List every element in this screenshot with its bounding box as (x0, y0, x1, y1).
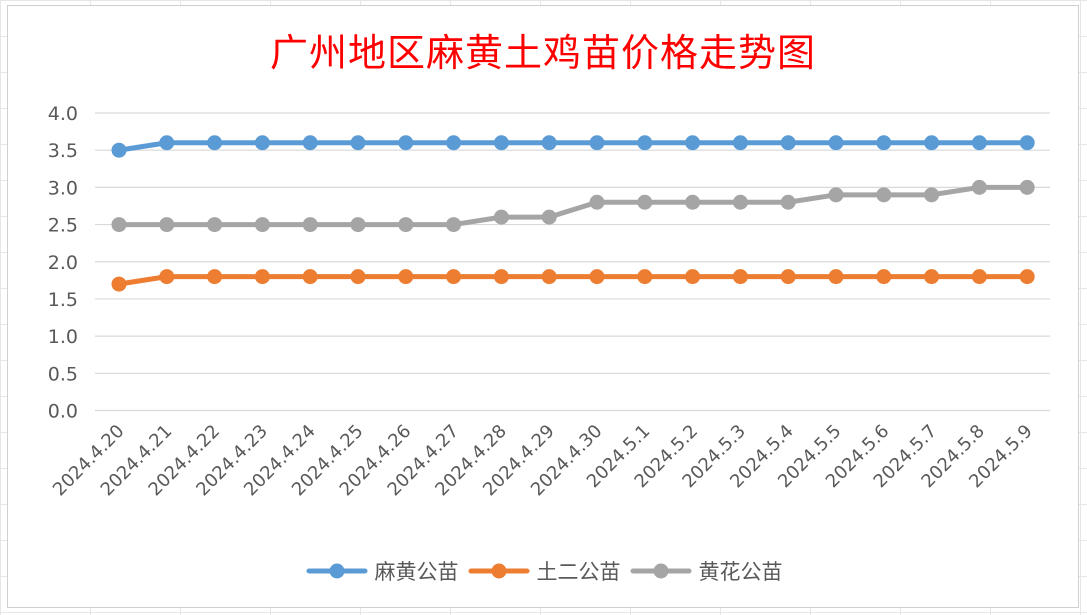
data-point[interactable] (493, 269, 509, 285)
x-axis-ticks: 2024.4.202024.4.212024.4.222024.4.232024… (49, 421, 1037, 501)
data-point[interactable] (589, 194, 605, 210)
legend: 麻黄公苗 土二公苗 黄花公苗 (0, 556, 1087, 586)
y-tick-label: 2.0 (48, 252, 78, 274)
data-point[interactable] (350, 217, 366, 233)
data-point[interactable] (302, 135, 318, 151)
data-point[interactable] (493, 209, 509, 225)
data-point[interactable] (971, 135, 987, 151)
gridlines (95, 112, 1050, 412)
y-axis-ticks: 0.0 0.5 1.0 1.5 2.0 2.5 3.0 3.5 4.0 (48, 103, 78, 423)
data-point[interactable] (207, 217, 223, 233)
legend-item[interactable]: 黄花公苗 (629, 556, 783, 586)
data-point[interactable] (159, 217, 175, 233)
data-point[interactable] (207, 269, 223, 285)
series-layer (111, 135, 1035, 292)
y-tick-label: 4.0 (48, 103, 78, 125)
data-point[interactable] (685, 194, 701, 210)
data-point[interactable] (732, 135, 748, 151)
series-黄花公苗 (111, 179, 1035, 233)
data-point[interactable] (828, 269, 844, 285)
legend-label: 土二公苗 (536, 560, 621, 584)
legend-swatch (468, 563, 529, 579)
data-point[interactable] (254, 269, 270, 285)
data-point[interactable] (685, 135, 701, 151)
data-point[interactable] (685, 269, 701, 285)
legend-label: 黄花公苗 (698, 560, 783, 584)
data-point[interactable] (1019, 179, 1035, 195)
data-point[interactable] (541, 209, 557, 225)
series-line (116, 140, 1030, 153)
legend-item[interactable]: 麻黄公苗 (305, 556, 459, 586)
data-point[interactable] (971, 269, 987, 285)
data-point[interactable] (302, 217, 318, 233)
data-point[interactable] (876, 269, 892, 285)
data-point[interactable] (780, 135, 796, 151)
data-point[interactable] (493, 135, 509, 151)
data-point[interactable] (589, 269, 605, 285)
data-point[interactable] (1019, 269, 1035, 285)
legend-item[interactable]: 土二公苗 (467, 556, 621, 586)
y-tick-label: 0.0 (48, 401, 78, 423)
data-point[interactable] (637, 269, 653, 285)
data-point[interactable] (254, 135, 270, 151)
data-point[interactable] (350, 135, 366, 151)
data-point[interactable] (780, 269, 796, 285)
data-point[interactable] (350, 269, 366, 285)
chart-title: 广州地区麻黄土鸡苗价格走势图 (269, 31, 816, 75)
data-point[interactable] (446, 217, 462, 233)
data-point[interactable] (541, 135, 557, 151)
data-point[interactable] (732, 269, 748, 285)
y-tick-label: 1.5 (48, 289, 78, 311)
data-point[interactable] (446, 135, 462, 151)
data-point[interactable] (924, 187, 940, 203)
data-point[interactable] (637, 135, 653, 151)
data-point[interactable] (828, 135, 844, 151)
data-point[interactable] (876, 135, 892, 151)
data-point[interactable] (446, 269, 462, 285)
data-point[interactable] (207, 135, 223, 151)
data-point[interactable] (876, 187, 892, 203)
data-point[interactable] (780, 194, 796, 210)
series-麻黄公苗 (111, 135, 1035, 158)
series-line (116, 184, 1030, 228)
legend-swatch (630, 563, 691, 579)
chart-area[interactable] (7, 5, 1079, 608)
y-tick-label: 3.5 (48, 140, 78, 162)
data-point[interactable] (732, 194, 748, 210)
data-point[interactable] (924, 135, 940, 151)
data-point[interactable] (1019, 135, 1035, 151)
y-tick-label: 3.0 (48, 177, 78, 199)
data-point[interactable] (637, 194, 653, 210)
data-point[interactable] (971, 179, 987, 195)
data-point[interactable] (398, 217, 414, 233)
data-point[interactable] (828, 187, 844, 203)
y-tick-label: 0.5 (48, 363, 78, 385)
data-point[interactable] (589, 135, 605, 151)
legend-label: 麻黄公苗 (374, 560, 459, 584)
data-point[interactable] (159, 269, 175, 285)
data-point[interactable] (111, 276, 127, 292)
legend-swatch (306, 563, 367, 579)
data-point[interactable] (398, 135, 414, 151)
data-point[interactable] (254, 217, 270, 233)
data-point[interactable] (111, 217, 127, 233)
series-土二公苗 (111, 269, 1035, 292)
data-point[interactable] (159, 135, 175, 151)
y-tick-label: 2.5 (48, 215, 78, 237)
series-line (116, 274, 1030, 287)
data-point[interactable] (302, 269, 318, 285)
data-point[interactable] (924, 269, 940, 285)
y-tick-label: 1.0 (48, 326, 78, 348)
data-point[interactable] (398, 269, 414, 285)
data-point[interactable] (111, 142, 127, 158)
data-point[interactable] (541, 269, 557, 285)
